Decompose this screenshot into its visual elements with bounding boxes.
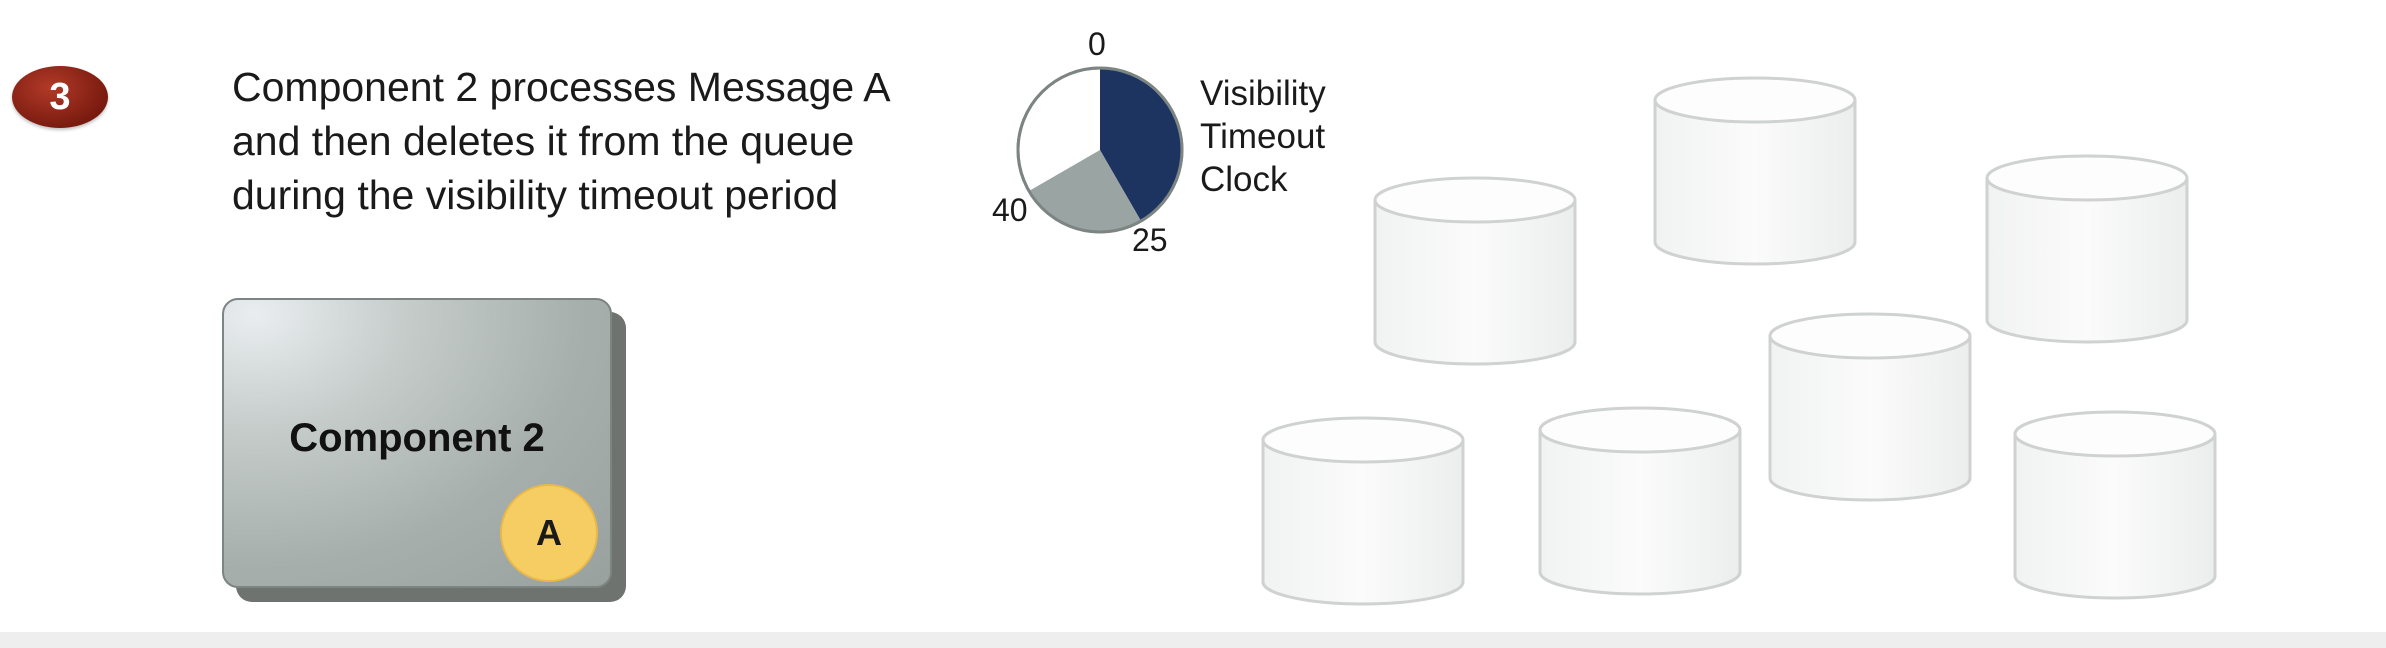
clock-tick-40: 40: [992, 192, 1028, 228]
description-line: and then deletes it from the queue: [232, 118, 855, 164]
bottom-strip: [0, 632, 2386, 648]
message-a-token: A: [500, 484, 598, 582]
queue-slot: [1650, 72, 1860, 282]
queue-slot: [2010, 406, 2220, 616]
step-description: Component 2 processes Message A and then…: [232, 60, 992, 222]
queue-slot: [1982, 150, 2192, 360]
queue-area: [1240, 60, 2240, 620]
description-line: Component 2 processes Message A: [232, 64, 891, 110]
queue-slot-cylinder: [1768, 312, 1972, 502]
queue-slot-cylinder: [1653, 76, 1857, 266]
clock-remaining-segment: [1028, 150, 1141, 232]
clock-rim: [1016, 66, 1184, 234]
queue-slot-cylinder: [2013, 410, 2217, 600]
clock-tick-25: 25: [1132, 222, 1168, 258]
clock-label-line: Timeout: [1200, 117, 1326, 156]
queue-slot-cylinder: [1261, 416, 1465, 606]
queue-slot-cylinder: [1538, 406, 1742, 596]
visibility-timeout-clock: 0 40 25 Visibility Timeout Clock: [980, 20, 1340, 280]
queue-slot: [1370, 172, 1580, 382]
clock-elapsed-segment: [1100, 68, 1182, 222]
component-name: Component 2: [289, 416, 545, 460]
queue-slot: [1258, 412, 1468, 622]
clock-label: Visibility Timeout Clock: [1200, 72, 1326, 201]
clock-tick-0: 0: [1088, 26, 1106, 62]
step-number-badge: 3: [12, 66, 108, 128]
clock-label-line: Clock: [1200, 160, 1288, 199]
description-line: during the visibility timeout period: [232, 172, 839, 218]
queue-slot-cylinder: [1985, 154, 2189, 344]
clock-label-line: Visibility: [1200, 74, 1326, 113]
clock-face: [1016, 66, 1184, 234]
queue-slot: [1765, 308, 1975, 518]
queue-slot-cylinder: [1373, 176, 1577, 366]
component-2-box: Component 2 A: [222, 298, 626, 602]
queue-slot: [1535, 402, 1745, 612]
